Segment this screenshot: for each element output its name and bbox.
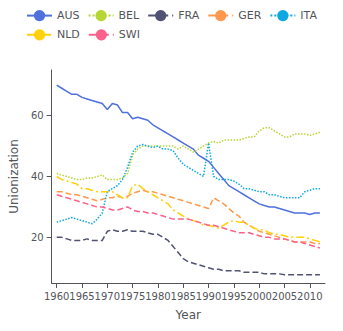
svg-text:1965: 1965 (69, 291, 94, 302)
svg-text:1980: 1980 (145, 291, 170, 302)
svg-text:40: 40 (31, 171, 44, 182)
svg-text:20: 20 (31, 232, 44, 243)
svg-text:NLD: NLD (57, 28, 80, 41)
svg-text:1970: 1970 (95, 291, 120, 302)
svg-text:1990: 1990 (196, 291, 221, 302)
svg-text:1960: 1960 (44, 291, 69, 302)
svg-text:1995: 1995 (221, 291, 246, 302)
svg-text:FRA: FRA (178, 9, 200, 22)
svg-text:BEL: BEL (119, 9, 140, 22)
svg-text:2005: 2005 (272, 291, 297, 302)
svg-text:GER: GER (238, 9, 261, 22)
svg-text:AUS: AUS (57, 9, 80, 22)
svg-text:2010: 2010 (297, 291, 322, 302)
svg-text:Unionization: Unionization (7, 139, 21, 214)
svg-text:ITA: ITA (300, 9, 317, 22)
svg-text:1975: 1975 (120, 291, 145, 302)
svg-text:2000: 2000 (246, 291, 271, 302)
svg-text:60: 60 (31, 110, 44, 121)
svg-text:SWI: SWI (119, 28, 140, 41)
svg-text:1985: 1985 (171, 291, 196, 302)
svg-text:Year: Year (175, 308, 201, 322)
